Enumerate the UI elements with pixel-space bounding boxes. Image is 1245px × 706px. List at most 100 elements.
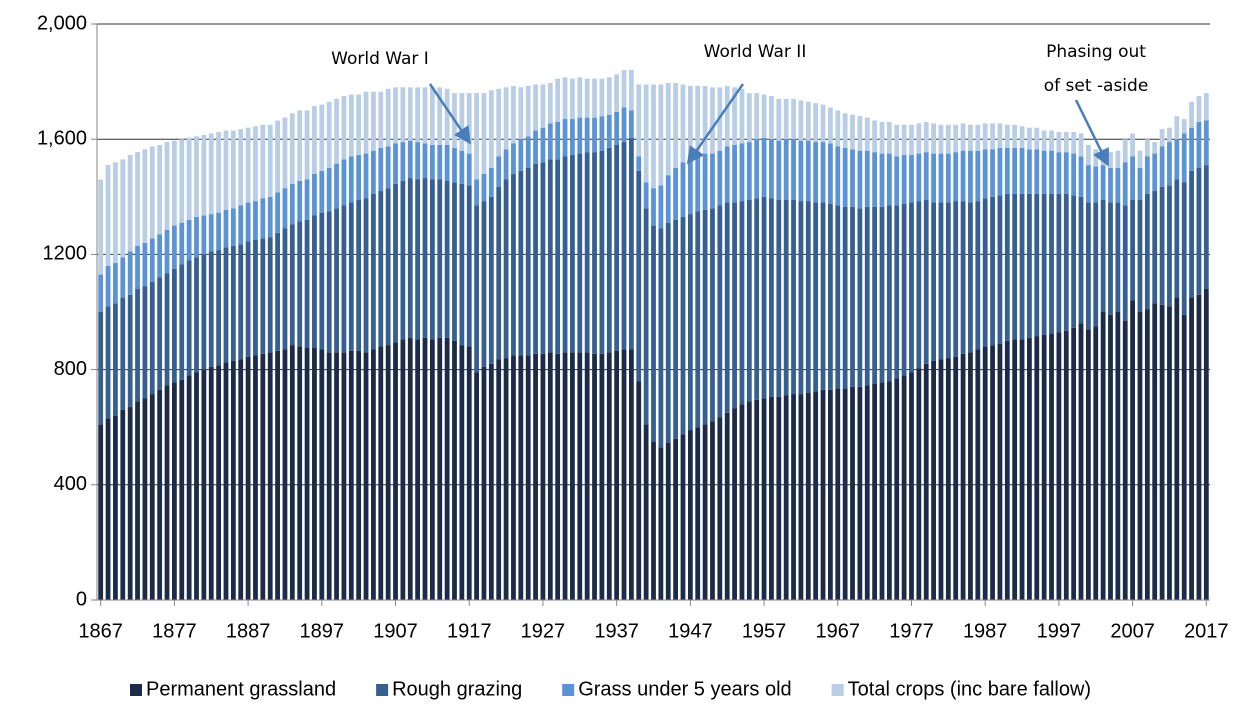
bar-segment [164, 142, 170, 230]
bar-segment [820, 142, 826, 203]
bar-segment [429, 87, 435, 145]
bar-segment [371, 91, 376, 151]
bar-segment [931, 202, 936, 361]
legend-swatch [376, 684, 389, 696]
bar-segment [1027, 337, 1032, 600]
bar-segment [496, 88, 502, 157]
bar-segment [1159, 304, 1165, 600]
bar-segment [570, 352, 575, 600]
bar-segment [813, 142, 819, 203]
bar-segment [990, 123, 995, 150]
bar-segment [997, 343, 1003, 600]
bar-segment [334, 352, 339, 600]
bar-segment [511, 143, 516, 174]
bar-segment [223, 362, 229, 600]
bar-segment [628, 137, 634, 350]
bar-segment [584, 152, 590, 353]
bar-segment [776, 98, 782, 141]
bar-segment [127, 251, 133, 295]
bar-segment [909, 155, 914, 203]
bar-segment [275, 232, 280, 351]
bar-segment [1034, 127, 1040, 150]
bar-segment [1041, 193, 1047, 336]
bar-segment [400, 142, 406, 181]
x-tick-label: 2017 [1184, 620, 1229, 642]
bar-segment [687, 430, 693, 600]
bar-segment [702, 153, 708, 210]
annotation-arrow [1074, 99, 1110, 167]
bar-segment [444, 337, 450, 600]
bar-segment [452, 147, 457, 183]
bar-segment [437, 144, 443, 180]
bar-segment [348, 350, 354, 600]
bar-segment [636, 156, 642, 171]
bar-segment [1203, 288, 1209, 600]
bar-segment [223, 247, 229, 363]
bar-segment [842, 113, 848, 148]
bar-segment [931, 123, 936, 154]
bar-segment [931, 153, 936, 203]
bar-segment [975, 150, 981, 202]
bar-segment [658, 228, 664, 448]
bar-segment [474, 205, 479, 373]
bar-segment [171, 225, 177, 269]
legend-swatch [562, 684, 575, 696]
y-tick-label: 1,600 [37, 127, 87, 149]
bar-segment [798, 394, 804, 600]
bar-segment [673, 83, 679, 168]
bar-segment [695, 427, 701, 600]
bar-segment [798, 100, 804, 141]
bar-segment [636, 84, 642, 157]
bar-segment [142, 398, 148, 600]
bar-segment [968, 150, 973, 203]
bar-segment [452, 340, 457, 600]
bar-segment [186, 375, 192, 600]
bar-segment [356, 199, 362, 351]
bar-segment [850, 114, 855, 150]
bar-segment [289, 345, 295, 600]
bar-segment [194, 372, 199, 600]
bar-segment [105, 165, 111, 266]
bar-segment [739, 404, 745, 600]
bar-segment [577, 77, 583, 118]
bar-segment [304, 348, 310, 600]
bar-segment [577, 117, 583, 154]
bar-segment [717, 417, 723, 600]
bar-segment [238, 205, 244, 245]
bar-segment [769, 198, 774, 397]
bar-segment [429, 179, 435, 340]
bar-segment [599, 353, 605, 600]
bar-segment [393, 183, 398, 343]
bar-segment [407, 87, 413, 141]
bar-segment [923, 363, 929, 600]
bar-segment [525, 136, 531, 168]
bar-segment [857, 386, 863, 600]
bar-segment [452, 182, 457, 341]
bar-segment [511, 173, 516, 356]
bar-segment [776, 140, 782, 200]
x-tick-label: 1997 [1037, 620, 1082, 642]
bar-segment [761, 398, 767, 600]
bar-segment [1174, 297, 1180, 600]
bar-segment [1196, 121, 1202, 168]
bar-segment [1071, 195, 1077, 328]
bar-segment [1100, 312, 1106, 600]
bar-segment [1181, 133, 1187, 183]
bar-segment [201, 254, 207, 370]
bar-segment [113, 162, 118, 264]
bar-segment [746, 93, 752, 143]
bar-segment [149, 394, 155, 600]
bar-segment [356, 350, 362, 600]
bar-segment [769, 139, 774, 199]
bar-segment [164, 385, 170, 600]
y-tick-label: 0 [76, 588, 87, 610]
bar-segment [1108, 314, 1113, 600]
bar-segment [282, 349, 288, 600]
bar-segment [149, 238, 155, 282]
bar-segment [828, 107, 833, 144]
bar-segment [437, 179, 443, 338]
bar-segment [319, 104, 325, 171]
bar-segment [459, 150, 465, 184]
bar-segment [1167, 127, 1172, 143]
bar-segment [960, 353, 966, 600]
